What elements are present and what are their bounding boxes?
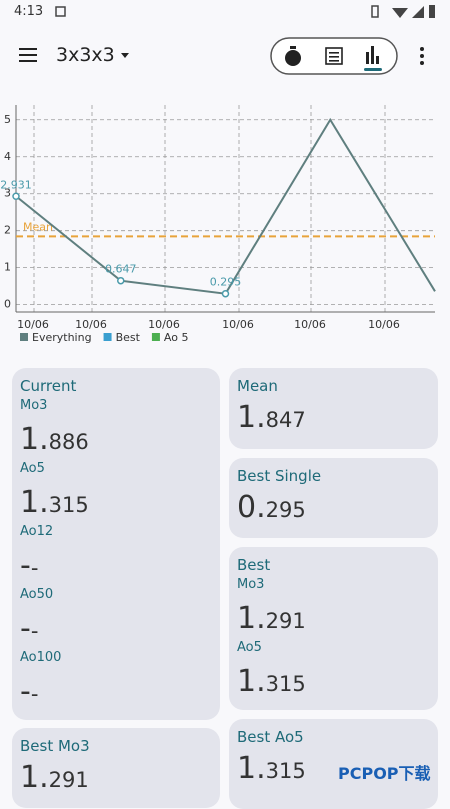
stat-value: 1.315	[237, 664, 306, 699]
y-tick-label: 1	[4, 261, 11, 274]
point-label: 0.647	[105, 263, 137, 276]
stat-value: 1.886	[20, 422, 89, 457]
y-tick-label: 0	[4, 298, 11, 311]
menu-button[interactable]	[19, 48, 37, 62]
card-title: Best Single	[237, 467, 322, 485]
chart: 0 1 2 3 4 5 10/06 10/06 10/06 10/06 10/06 10/06 Mean…	[0, 105, 436, 344]
y-tick-label: 4	[4, 150, 11, 163]
x-tick-label: 10/06	[148, 318, 180, 331]
y-tick-label: 5	[4, 113, 11, 126]
legend-swatch	[151, 333, 160, 341]
stat-card: Best Ao5 1.315	[229, 719, 438, 809]
stat-label: Ao100	[20, 650, 62, 665]
stat-value: 1.315	[237, 751, 306, 786]
x-tick-label: 10/06	[368, 318, 400, 331]
stat-value: 1.847	[237, 400, 306, 435]
card-title: Current	[20, 377, 77, 395]
series-line	[15, 117, 436, 295]
mean-label: Mean	[23, 220, 53, 233]
point-label: 2.931	[0, 178, 32, 191]
puzzle-title[interactable]: 3x3x3	[56, 44, 115, 66]
y-tick-label: 2	[4, 224, 11, 237]
stat-value: --	[20, 674, 39, 709]
card-title: Mean	[237, 377, 278, 395]
list-tab[interactable]	[325, 47, 343, 65]
x-tick-label: 10/06	[222, 318, 254, 331]
stat-card: Best Mo3 1.291	[12, 728, 220, 808]
watermark: PCPOP下载	[338, 764, 431, 783]
stat-value: 1.315	[20, 485, 89, 520]
legend-label: Best	[116, 331, 141, 344]
point	[117, 276, 125, 285]
dropdown-arrow[interactable]	[121, 53, 129, 58]
x-tick-label: 10/06	[17, 318, 49, 331]
x-tick-label: 10/06	[75, 318, 107, 331]
legend-swatch	[103, 333, 112, 341]
app-bar	[19, 37, 424, 75]
status-icons	[55, 5, 435, 18]
stat-label: Ao5	[237, 640, 262, 655]
point-label: 0.295	[210, 276, 242, 289]
point	[221, 289, 230, 298]
stat-card: Best Single 0.295	[229, 458, 438, 538]
stat-card: Mean 1.847	[229, 368, 438, 449]
stat-value: --	[20, 548, 39, 583]
stat-label: Ao12	[20, 524, 54, 539]
timer-tab[interactable]	[285, 46, 301, 66]
stat-label: Ao50	[20, 587, 54, 602]
y-tick-label: 3	[4, 187, 11, 200]
stat-card: Best Mo3 1.291 Ao5 1.315	[229, 547, 438, 710]
point	[12, 192, 20, 201]
card-title: Best	[237, 556, 271, 574]
more-button[interactable]	[420, 47, 424, 65]
stat-label: Mo3	[20, 398, 48, 413]
stat-card: Current Mo3 1.886 Ao5 1.315 Ao12 -- Ao50 -- Ao100…	[12, 368, 220, 720]
stat-label: Mo3	[237, 577, 265, 592]
status-time: 4:13	[14, 4, 44, 19]
stat-value: 1.291	[237, 601, 306, 636]
x-tick-label: 10/06	[294, 318, 326, 331]
legend-label: Everything	[32, 331, 92, 344]
stat-value: 1.291	[20, 760, 89, 795]
card-title: Best Mo3	[20, 737, 90, 755]
card-title: Best Ao5	[237, 728, 304, 746]
legend-label: Ao 5	[164, 331, 189, 344]
stat-value: 0.295	[237, 490, 306, 525]
stats-tab[interactable]	[364, 46, 382, 71]
legend-swatch	[20, 333, 28, 341]
stat-value: --	[20, 611, 39, 646]
stat-label: Ao5	[20, 461, 45, 476]
